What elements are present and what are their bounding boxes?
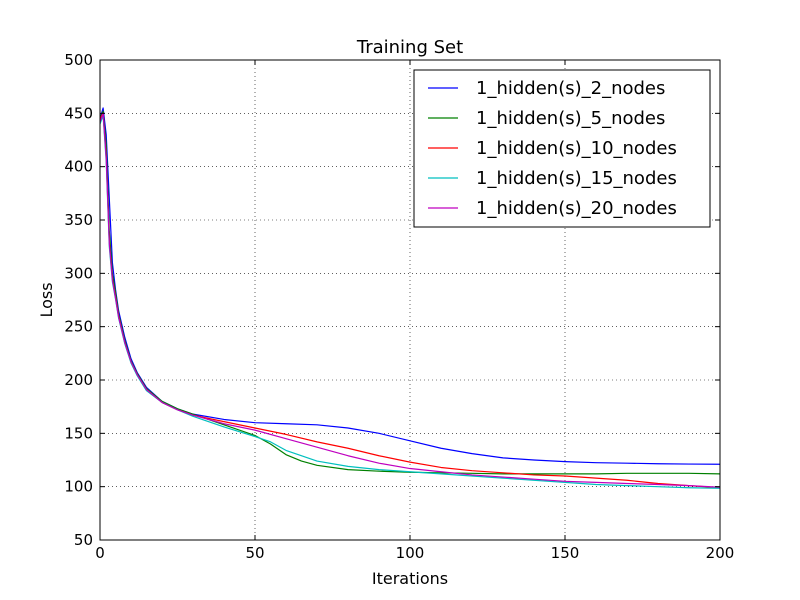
x-axis-label: Iterations [372, 569, 448, 588]
chart-title: Training Set [356, 37, 463, 58]
x-tick-label: 200 [706, 544, 735, 562]
y-tick-label: 150 [64, 424, 93, 442]
y-tick-label: 350 [64, 211, 93, 229]
y-tick-label: 250 [64, 318, 93, 336]
y-tick-label: 400 [64, 158, 93, 176]
legend-label: 1_hidden(s)_2_nodes [476, 78, 665, 99]
legend-label: 1_hidden(s)_10_nodes [476, 138, 677, 159]
y-axis-label: Loss [37, 282, 56, 317]
x-tick-label: 150 [551, 544, 580, 562]
y-tick-label: 50 [74, 531, 93, 549]
legend-label: 1_hidden(s)_15_nodes [476, 168, 677, 189]
y-tick-label: 500 [64, 51, 93, 69]
x-tick-label: 0 [95, 544, 105, 562]
y-tick-label: 300 [64, 264, 93, 282]
series-line-5 [99, 112, 721, 488]
y-tick-label: 100 [64, 478, 93, 496]
legend: 1_hidden(s)_2_nodes 1_hidden(s)_5_nodes 1_… [413, 69, 711, 228]
legend-box [413, 69, 711, 228]
y-tick-label: 200 [64, 371, 93, 389]
x-tick-label: 100 [396, 544, 425, 562]
legend-label: 1_hidden(s)_5_nodes [476, 108, 665, 129]
legend-label: 1_hidden(s)_20_nodes [476, 198, 677, 219]
series-lines [99, 107, 721, 489]
x-tick-label: 50 [245, 544, 264, 562]
axis-ticks: 0 50 100 150 2005010015020025030035040045050… [64, 51, 734, 562]
y-tick-label: 450 [64, 104, 93, 122]
